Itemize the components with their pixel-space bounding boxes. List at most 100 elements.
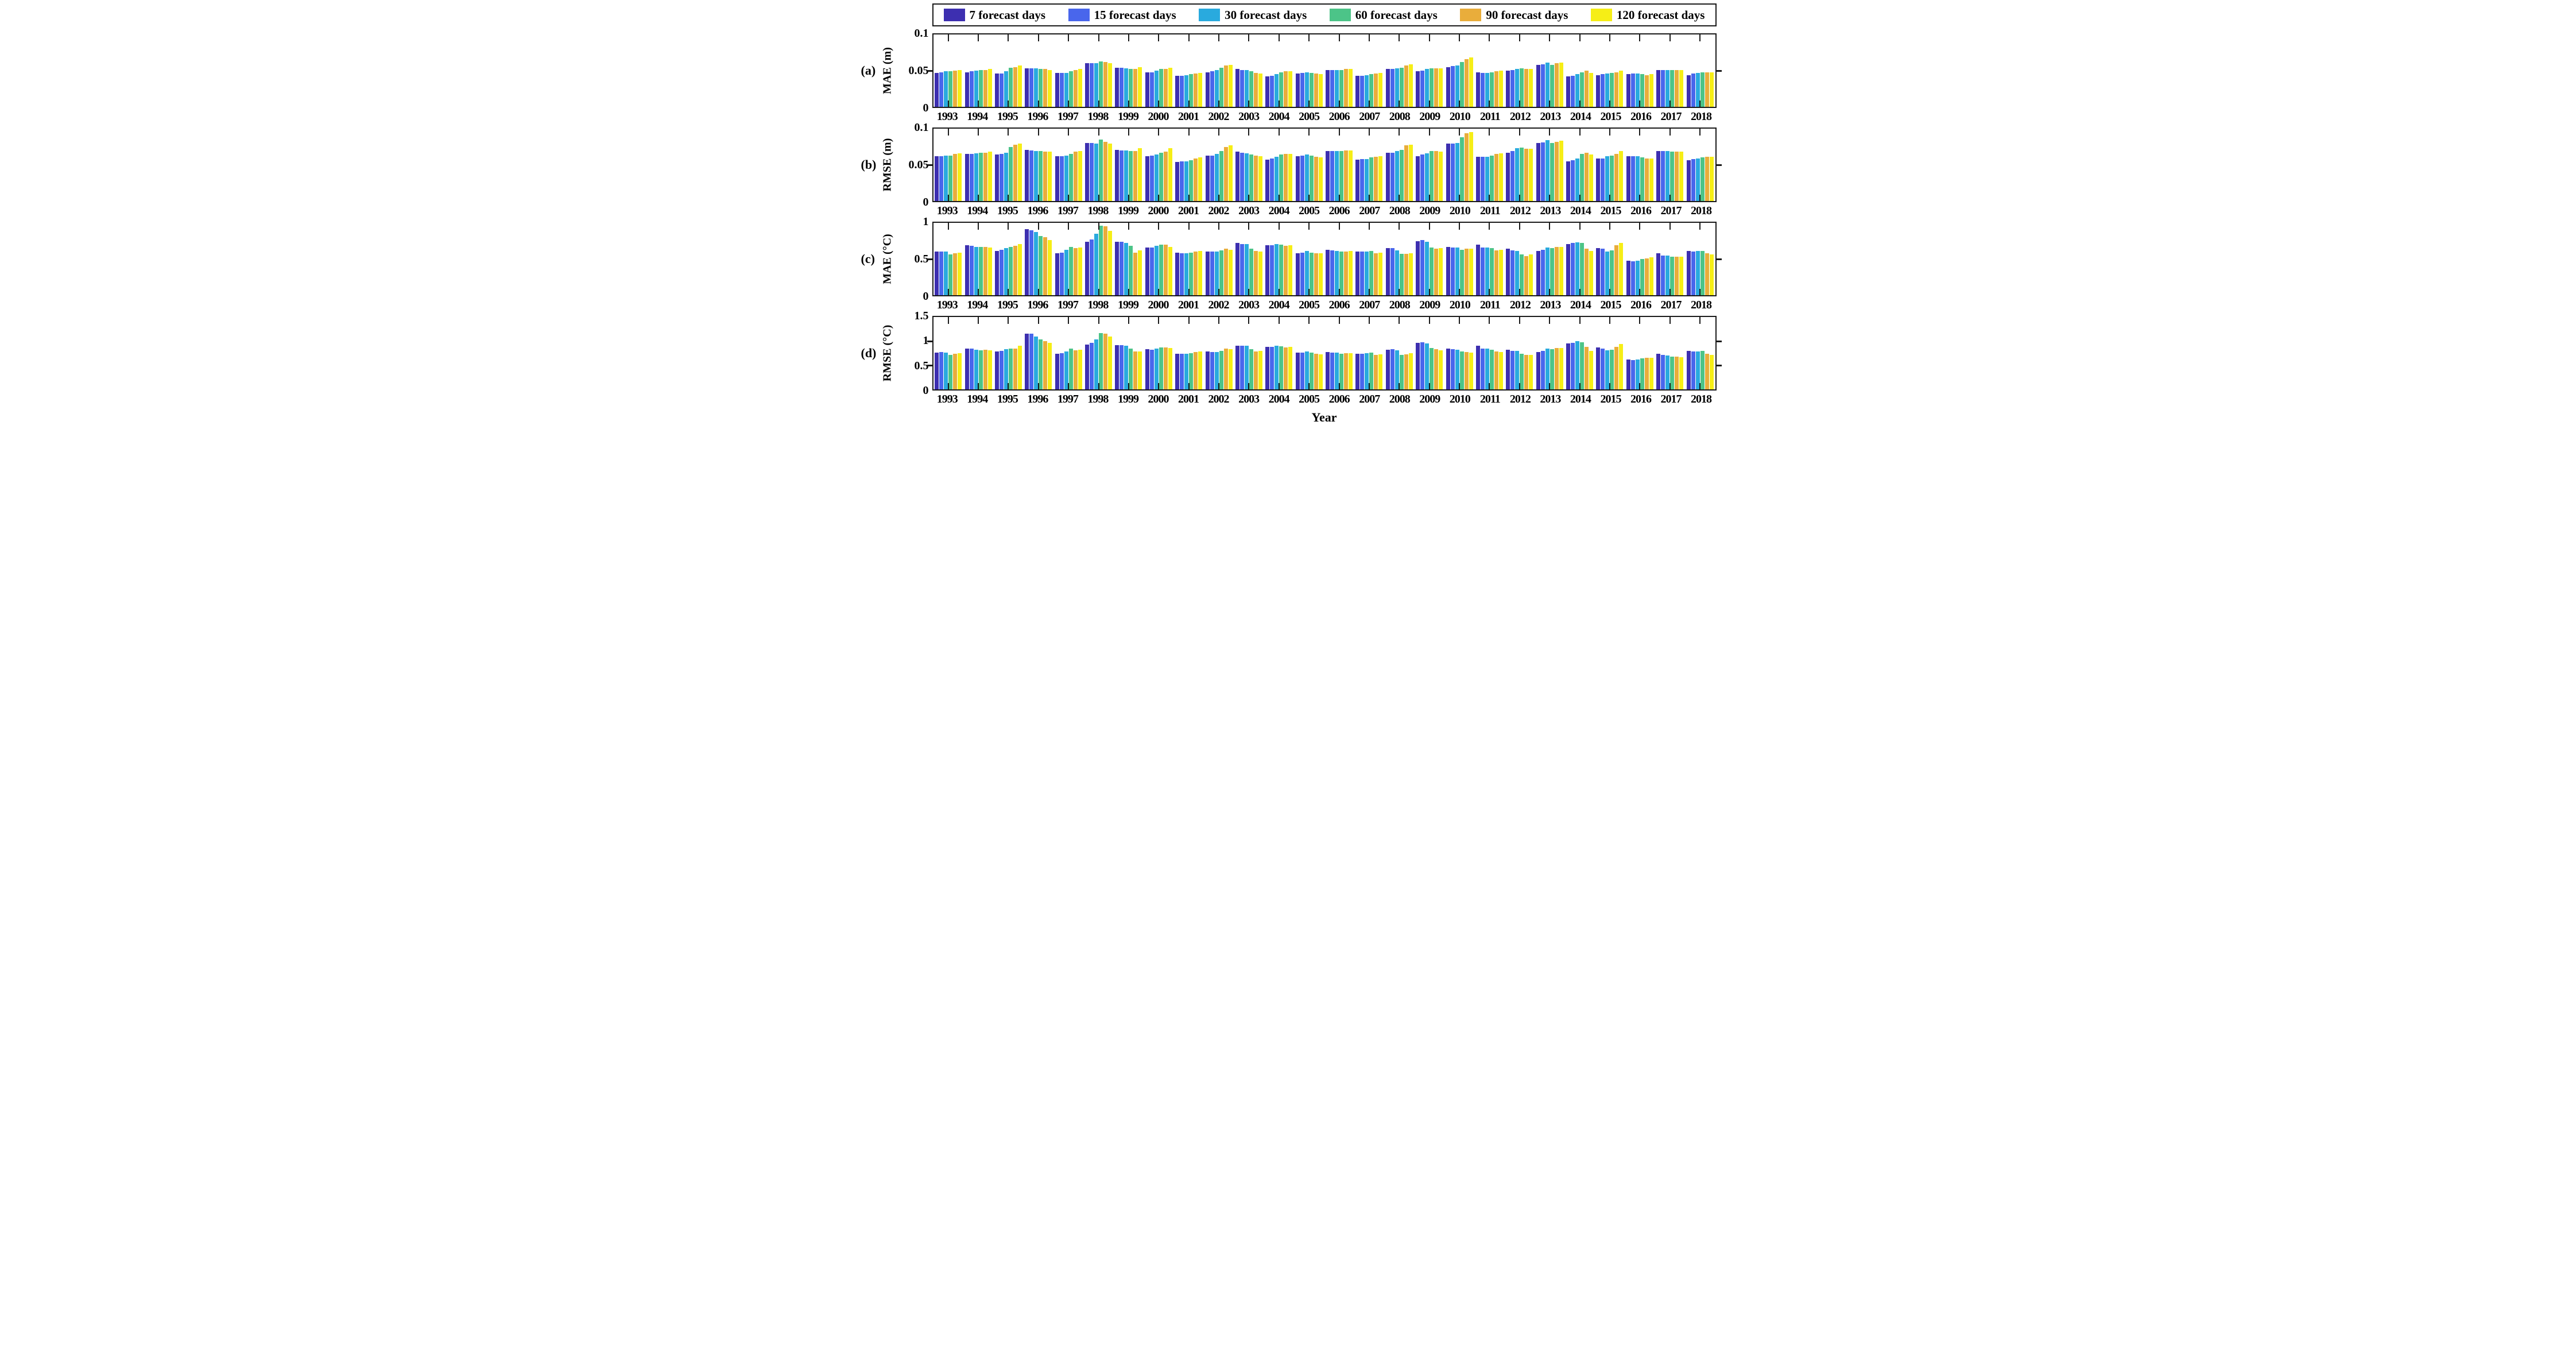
bar-2013-60d bbox=[1550, 349, 1554, 389]
bar-2013-15d bbox=[1540, 64, 1545, 107]
bar-2008-120d bbox=[1408, 253, 1413, 295]
bar-2018-120d bbox=[1709, 254, 1714, 295]
bar-1995-60d bbox=[1008, 67, 1013, 107]
y-tick-label: 0 bbox=[923, 196, 929, 208]
bar-1996-60d bbox=[1039, 69, 1043, 107]
x-tick-label-2016: 2016 bbox=[1630, 110, 1652, 123]
bar-2008-7d bbox=[1385, 248, 1390, 295]
year-group-1999 bbox=[1115, 34, 1142, 107]
bar-2007-15d bbox=[1360, 159, 1365, 201]
bar-2001-15d bbox=[1180, 253, 1184, 295]
bar-2015-7d bbox=[1596, 248, 1601, 295]
bar-2006-90d bbox=[1344, 150, 1349, 201]
year-group-1994 bbox=[964, 223, 992, 295]
bar-2013-90d bbox=[1554, 63, 1559, 107]
bar-1995-30d bbox=[1004, 349, 1008, 389]
bar-2006-120d bbox=[1349, 353, 1353, 389]
bar-2017-90d bbox=[1675, 152, 1679, 201]
bar-2011-30d bbox=[1485, 157, 1489, 201]
bar-2013-60d bbox=[1550, 248, 1554, 295]
x-tick-label-2003: 2003 bbox=[1238, 110, 1260, 123]
bar-2014-15d bbox=[1571, 75, 1575, 107]
bar-2010-120d bbox=[1469, 57, 1473, 107]
bar-1998-15d bbox=[1090, 239, 1094, 295]
bar-1995-15d bbox=[999, 350, 1004, 389]
legend-label: 60 forecast days bbox=[1355, 7, 1438, 22]
bar-1998-120d bbox=[1108, 63, 1113, 107]
bar-2010-7d bbox=[1446, 144, 1450, 201]
x-tick-label-2010: 2010 bbox=[1449, 299, 1471, 311]
bar-2000-7d bbox=[1145, 349, 1149, 389]
bar-1999-60d bbox=[1129, 69, 1133, 107]
bar-2009-90d bbox=[1434, 349, 1439, 389]
bar-1998-120d bbox=[1108, 337, 1113, 389]
year-group-2010 bbox=[1446, 34, 1473, 107]
y-tick-mark bbox=[1716, 340, 1722, 342]
bar-2011-30d bbox=[1485, 247, 1489, 295]
bar-2015-15d bbox=[1601, 249, 1605, 295]
bar-2018-30d bbox=[1695, 72, 1700, 107]
bar-2010-15d bbox=[1450, 247, 1455, 295]
bar-1999-120d bbox=[1138, 250, 1142, 295]
x-tick-label-2013: 2013 bbox=[1540, 393, 1561, 405]
bar-2009-7d bbox=[1416, 342, 1420, 389]
bar-2018-90d bbox=[1705, 157, 1709, 201]
bar-2016-30d bbox=[1635, 74, 1640, 107]
x-tick-label-2001: 2001 bbox=[1178, 299, 1199, 311]
bar-1994-7d bbox=[964, 348, 969, 389]
bar-2017-7d bbox=[1656, 253, 1661, 295]
x-tick-label-2000: 2000 bbox=[1148, 110, 1169, 123]
year-group-2007 bbox=[1355, 34, 1383, 107]
panel-c-plotwrap: 1993 1994 1995 1996 1997 1998 1999 2000 2001 2002… bbox=[927, 222, 1722, 314]
bar-2002-15d bbox=[1210, 352, 1214, 389]
x-tick-labels-b: 1993 1994 1995 1996 1997 1998 1999 2000 2001 2002… bbox=[932, 202, 1717, 219]
year-group-2006 bbox=[1326, 223, 1353, 295]
bar-2014-7d bbox=[1566, 243, 1571, 295]
bar-1994-15d bbox=[969, 246, 974, 295]
bar-2006-120d bbox=[1349, 69, 1353, 107]
bar-2000-15d bbox=[1149, 155, 1154, 201]
year-group-2017 bbox=[1656, 317, 1684, 389]
bar-2006-15d bbox=[1330, 69, 1335, 107]
bar-2011-7d bbox=[1475, 346, 1480, 389]
bar-2006-30d bbox=[1335, 251, 1339, 295]
legend-item-1: 7 forecast days bbox=[943, 8, 1045, 22]
bar-1994-60d bbox=[978, 350, 983, 389]
legend-label: 15 forecast days bbox=[1094, 7, 1176, 22]
bar-2004-30d bbox=[1275, 157, 1279, 201]
bar-2015-30d bbox=[1605, 156, 1610, 201]
bar-2009-60d bbox=[1430, 247, 1434, 295]
bar-2008-15d bbox=[1390, 152, 1394, 201]
bar-2003-30d bbox=[1244, 153, 1249, 201]
bar-1998-60d bbox=[1099, 139, 1103, 201]
bar-2002-30d bbox=[1214, 352, 1219, 389]
legend-swatch-icon bbox=[1460, 9, 1482, 21]
bar-2005-15d bbox=[1300, 155, 1304, 201]
bar-2012-7d bbox=[1506, 152, 1510, 201]
bar-2004-60d bbox=[1279, 154, 1284, 201]
bar-1993-30d bbox=[944, 71, 948, 107]
x-tick-label-2015: 2015 bbox=[1600, 299, 1621, 311]
x-tick-label-2017: 2017 bbox=[1660, 110, 1682, 123]
x-tick-label-2009: 2009 bbox=[1419, 204, 1440, 217]
bar-1995-30d bbox=[1004, 71, 1008, 107]
bar-2002-60d bbox=[1219, 250, 1223, 295]
bar-2008-7d bbox=[1385, 69, 1390, 107]
bar-1994-60d bbox=[978, 152, 983, 201]
year-group-1998 bbox=[1085, 34, 1113, 107]
legend-swatch-icon bbox=[1199, 9, 1221, 21]
bar-1997-60d bbox=[1068, 349, 1073, 389]
year-group-1993 bbox=[935, 129, 962, 201]
bar-2005-30d bbox=[1304, 251, 1309, 295]
bar-1994-30d bbox=[974, 350, 978, 389]
panel-c: (c) MAE (°C) 0 0.5 1 1993 1994 1995 1996 1997 1… bbox=[858, 216, 1722, 314]
bar-2011-60d bbox=[1489, 350, 1494, 389]
bar-2013-30d bbox=[1545, 63, 1550, 107]
legend-swatch-icon bbox=[943, 9, 965, 21]
bar-2002-30d bbox=[1214, 69, 1219, 107]
bar-2015-120d bbox=[1619, 151, 1624, 201]
bar-1996-15d bbox=[1029, 68, 1034, 107]
y-tick-mark bbox=[927, 340, 932, 342]
year-group-2009 bbox=[1416, 223, 1443, 295]
year-group-2012 bbox=[1506, 317, 1533, 389]
